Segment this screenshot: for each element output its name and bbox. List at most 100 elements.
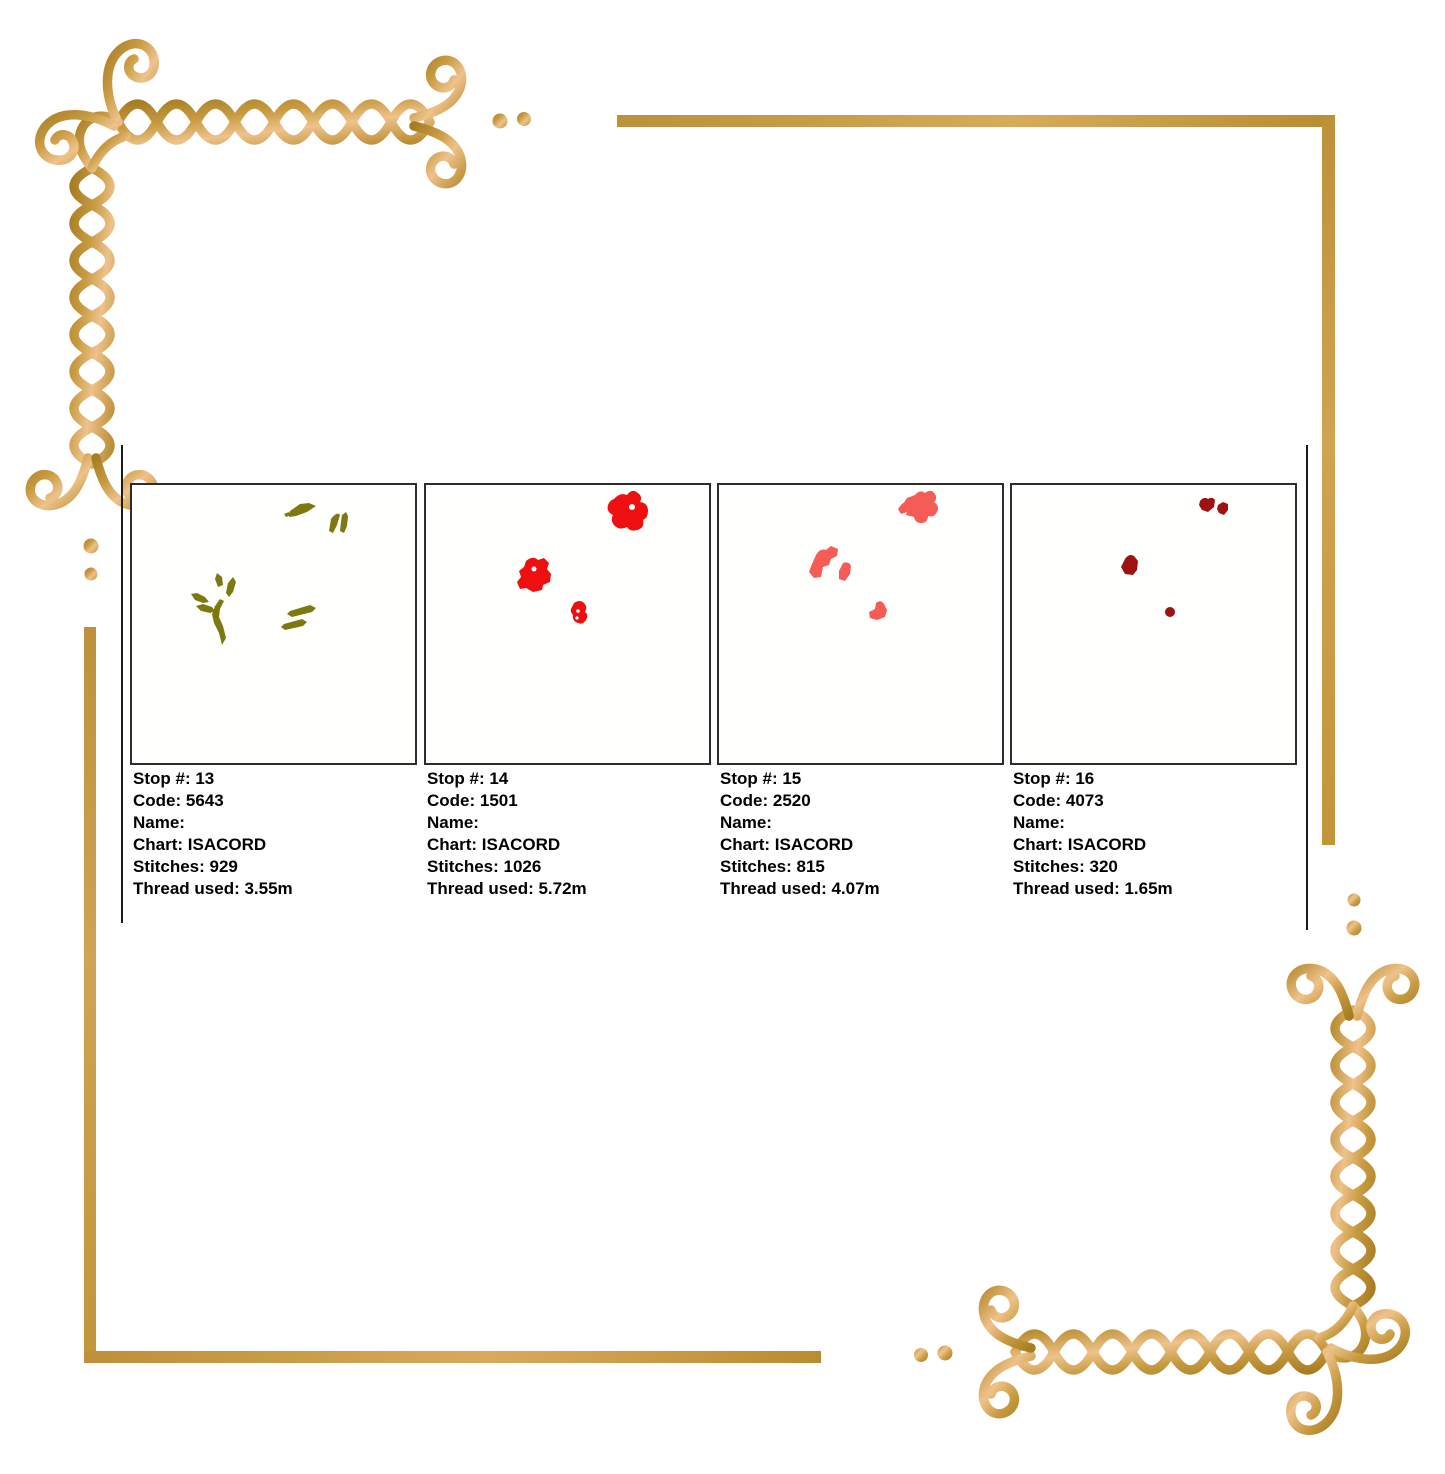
stitch-thumbnail xyxy=(191,503,348,645)
stitches-line: Stitches: 815 xyxy=(720,857,825,876)
stitch-blob xyxy=(226,577,236,597)
stitch-blob xyxy=(191,593,209,603)
accent-dot xyxy=(1347,893,1361,907)
corner-scroll-icon xyxy=(1326,1309,1411,1364)
flourish-dots xyxy=(914,893,1362,1362)
code-line: Code: 5643 xyxy=(133,791,224,810)
code-line: Code: 2520 xyxy=(720,791,811,810)
accent-dot xyxy=(492,113,508,129)
stitch-thumbnail xyxy=(1121,497,1228,617)
flourish-dots xyxy=(83,112,531,581)
gold-border-top-line xyxy=(617,115,1335,127)
stitch-blob-holes xyxy=(531,504,635,620)
right-bracket-line xyxy=(1306,445,1308,930)
gold-border-right-line xyxy=(1322,115,1335,845)
accent-dot xyxy=(517,112,531,126)
twisted-rope-vertical xyxy=(1330,1005,1376,1311)
stitch-blob xyxy=(1121,555,1138,575)
stitch-blobs xyxy=(809,490,938,620)
stitch-blob xyxy=(839,562,851,581)
stitch-blob xyxy=(196,604,215,613)
stitch-thumbnail xyxy=(809,490,938,620)
chart-line: Chart: ISACORD xyxy=(1013,835,1147,854)
chart-line: Chart: ISACORD xyxy=(720,835,854,854)
code-line: Code: 4073 xyxy=(1013,791,1104,810)
stop-info-13: Stop #: 13 Code: 5643 Name: Chart: ISACO… xyxy=(133,768,419,900)
stitches-line: Stitches: 320 xyxy=(1013,857,1118,876)
stitch-blobs xyxy=(191,503,348,645)
stitch-blob xyxy=(517,557,551,592)
stop-number-line: Stop #: 13 xyxy=(133,769,215,788)
name-line: Name: xyxy=(1013,813,1065,832)
twisted-rope-horizontal xyxy=(113,99,435,145)
stitch-blob xyxy=(903,490,938,523)
gold-border-bottom-line xyxy=(84,1351,821,1363)
end-scroll-icon xyxy=(1286,963,1354,1021)
stop-panel-15 xyxy=(717,483,1004,765)
accent-dot xyxy=(914,1348,928,1362)
end-scroll-icon xyxy=(25,453,93,511)
name-line: Name: xyxy=(427,813,479,832)
code-line: Code: 1501 xyxy=(427,791,518,810)
stitch-blobs xyxy=(517,490,648,624)
corner-loop xyxy=(1314,1301,1358,1343)
stitch-blob xyxy=(212,599,226,645)
thread-used-line: Thread used: 4.07m xyxy=(720,879,880,898)
stitches-line: Stitches: 929 xyxy=(133,857,238,876)
stitch-blob xyxy=(607,490,648,531)
stop-info-14: Stop #: 14 Code: 1501 Name: Chart: ISACO… xyxy=(427,768,713,900)
end-scroll-icon xyxy=(1352,963,1420,1021)
corner-scroll-icon xyxy=(1286,1351,1343,1436)
stop-number-line: Stop #: 16 xyxy=(1013,769,1095,788)
name-line: Name: xyxy=(720,813,772,832)
stitch-blob xyxy=(809,546,838,578)
left-bracket-line xyxy=(121,445,123,923)
end-scroll-icon xyxy=(409,121,467,189)
stitch-blob xyxy=(329,513,340,533)
stop-panel-13 xyxy=(130,483,417,765)
stitch-blob xyxy=(869,601,887,620)
chart-line: Chart: ISACORD xyxy=(133,835,267,854)
stitch-blob xyxy=(1165,607,1175,617)
stitch-blob xyxy=(287,605,316,617)
accent-dot xyxy=(84,567,98,581)
name-line: Name: xyxy=(133,813,185,832)
thread-used-line: Thread used: 1.65m xyxy=(1013,879,1173,898)
stitch-blobs xyxy=(1121,497,1228,617)
stitch-blob xyxy=(340,512,348,533)
flourish-strokes xyxy=(978,963,1420,1436)
stop-info-16: Stop #: 16 Code: 4073 Name: Chart: ISACO… xyxy=(1013,768,1299,900)
twisted-rope-vertical xyxy=(69,163,115,469)
stitch-blob xyxy=(289,503,316,517)
end-scroll-icon xyxy=(978,1285,1036,1353)
stitch-thumbnail xyxy=(517,490,648,624)
twisted-rope-horizontal xyxy=(1010,1329,1332,1375)
chart-line: Chart: ISACORD xyxy=(427,835,561,854)
thread-used-line: Thread used: 3.55m xyxy=(133,879,293,898)
stitch-blob xyxy=(1199,497,1215,512)
flourish-strokes xyxy=(25,38,467,511)
stitch-blob xyxy=(284,512,291,517)
stop-panel-14 xyxy=(424,483,711,765)
stop-panel-16 xyxy=(1010,483,1297,765)
end-scroll-icon xyxy=(978,1351,1036,1419)
stitch-blob xyxy=(898,502,909,514)
corner-scroll-icon xyxy=(102,38,159,123)
corner-flourish-top-left-icon xyxy=(25,38,531,581)
end-scroll-icon xyxy=(409,55,467,123)
corner-scroll-icon xyxy=(34,110,119,165)
accent-dot xyxy=(937,1345,953,1361)
stitch-blob xyxy=(215,573,223,587)
stop-info-15: Stop #: 15 Code: 2520 Name: Chart: ISACO… xyxy=(720,768,1006,900)
accent-dot xyxy=(83,538,99,554)
stitches-line: Stitches: 1026 xyxy=(427,857,542,876)
thread-used-line: Thread used: 5.72m xyxy=(427,879,587,898)
gold-border-left-line xyxy=(84,627,96,1362)
stitch-blob xyxy=(1217,502,1228,515)
stop-number-line: Stop #: 14 xyxy=(427,769,509,788)
accent-dot xyxy=(1346,920,1362,936)
stop-number-line: Stop #: 15 xyxy=(720,769,802,788)
corner-loop xyxy=(87,131,131,173)
stitch-blob xyxy=(281,619,307,630)
